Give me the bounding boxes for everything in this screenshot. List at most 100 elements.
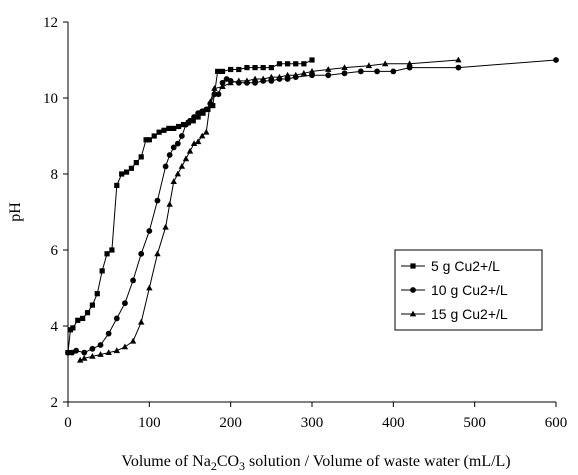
data-point xyxy=(268,65,274,71)
data-point xyxy=(199,132,206,139)
data-point xyxy=(89,302,95,308)
data-point xyxy=(94,291,100,297)
data-point xyxy=(166,125,172,131)
x-tick-label: 500 xyxy=(463,415,486,431)
x-axis-title-part: solution / Volume of waste water (mL/L) xyxy=(245,453,511,470)
data-point xyxy=(219,83,226,89)
data-point xyxy=(228,66,234,73)
data-point xyxy=(406,60,413,67)
data-point xyxy=(301,61,307,67)
data-point xyxy=(183,121,189,128)
series-layer xyxy=(65,56,559,363)
data-point xyxy=(203,128,210,135)
data-point xyxy=(146,137,152,143)
data-point xyxy=(190,140,198,146)
data-point xyxy=(81,354,88,361)
data-point xyxy=(285,61,291,67)
data-point xyxy=(174,140,181,147)
data-point xyxy=(176,123,182,130)
data-point xyxy=(227,79,234,86)
data-point xyxy=(390,68,397,75)
x-ticks: 0 100 200 300 400 500 600 xyxy=(64,402,567,431)
y-ticks: 2 4 6 8 10 12 xyxy=(43,15,68,411)
plot-area: 0 100 200 300 400 500 600 2 4 6 8 10 12 xyxy=(43,15,567,431)
data-point xyxy=(252,65,258,71)
data-point xyxy=(235,77,242,84)
data-point xyxy=(276,61,283,67)
data-point xyxy=(77,356,84,363)
data-point xyxy=(191,114,197,120)
legend-item: 10 g Cu2+/L xyxy=(401,282,508,298)
legend-item: 5 g Cu2+/L xyxy=(401,258,500,274)
legend: 5 g Cu2+/L 10 g Cu2+/L 15 g Cu2+/L xyxy=(394,249,543,331)
data-point xyxy=(105,349,112,355)
data-point xyxy=(284,71,291,78)
data-point xyxy=(455,64,462,71)
legend-label: 15 g Cu2+/L xyxy=(431,306,508,322)
data-point xyxy=(276,73,283,80)
data-point xyxy=(190,118,196,124)
data-point xyxy=(151,133,157,139)
data-point xyxy=(128,165,135,171)
data-point xyxy=(114,182,120,188)
y-tick-label: 8 xyxy=(51,167,59,183)
x-tick-label: 0 xyxy=(64,415,72,431)
data-point xyxy=(211,85,218,91)
data-point xyxy=(341,64,348,70)
data-point xyxy=(89,345,96,352)
data-point xyxy=(182,155,190,162)
x-tick-label: 300 xyxy=(301,415,324,431)
x-axis-title-part: CO xyxy=(217,453,239,470)
data-point xyxy=(236,66,242,73)
data-point xyxy=(104,251,110,257)
data-point xyxy=(161,127,167,133)
data-point xyxy=(123,169,130,175)
data-point xyxy=(244,65,250,71)
data-point xyxy=(65,349,71,356)
data-point xyxy=(203,106,210,113)
y-tick-label: 10 xyxy=(43,91,58,107)
legend-item: 15 g Cu2+/L xyxy=(401,306,508,322)
data-point xyxy=(81,349,88,356)
x-axis-title: Volume of Na2CO3 solution / Volume of wa… xyxy=(121,453,510,473)
legend-label: 5 g Cu2+/L xyxy=(431,258,500,274)
data-point xyxy=(130,277,136,284)
data-point xyxy=(357,68,364,75)
legend-marker xyxy=(410,263,416,269)
data-point xyxy=(133,160,139,166)
data-point xyxy=(122,300,128,307)
data-point xyxy=(243,77,251,84)
data-point xyxy=(292,71,299,78)
data-point xyxy=(154,250,161,257)
data-point xyxy=(113,347,120,354)
data-point xyxy=(146,284,153,291)
data-point xyxy=(170,178,177,184)
data-point xyxy=(195,114,201,120)
data-point xyxy=(138,318,145,325)
data-point xyxy=(138,250,145,257)
series-square xyxy=(65,57,315,356)
data-point xyxy=(260,65,266,71)
legend-marker xyxy=(410,287,416,293)
legend-marker xyxy=(409,310,417,317)
data-point xyxy=(97,351,104,357)
data-point xyxy=(105,330,112,337)
data-point xyxy=(89,353,96,359)
y-tick-label: 6 xyxy=(51,243,59,259)
data-point xyxy=(553,57,559,63)
data-point xyxy=(207,98,214,105)
data-point xyxy=(109,247,115,253)
data-point xyxy=(308,68,316,74)
data-point xyxy=(260,75,267,82)
x-tick-label: 200 xyxy=(219,415,242,431)
data-point xyxy=(97,342,104,348)
data-point xyxy=(309,57,315,63)
data-point xyxy=(382,60,389,67)
y-axis-title: pH xyxy=(7,202,24,222)
data-point xyxy=(138,154,144,160)
data-point xyxy=(166,152,173,158)
series-line xyxy=(67,59,313,353)
data-point xyxy=(455,56,462,63)
data-point xyxy=(73,347,80,354)
data-point xyxy=(143,137,149,143)
